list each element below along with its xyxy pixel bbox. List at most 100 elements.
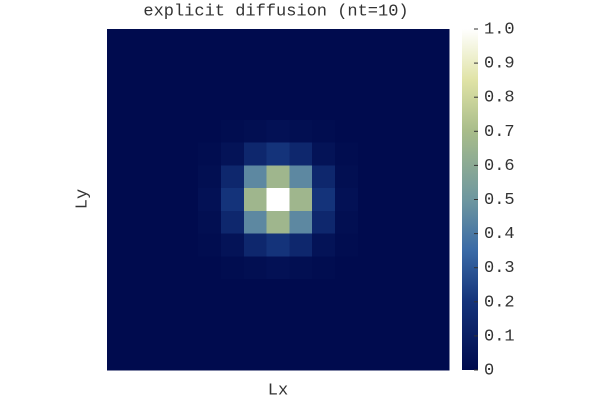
heatmap-cell [289, 142, 313, 166]
heatmap-cell [403, 256, 427, 280]
heatmap-cell [107, 188, 131, 212]
colorbar-tick-label: 0.5 [484, 191, 515, 210]
heatmap-cell [266, 74, 290, 98]
heatmap-cell [403, 279, 427, 303]
heatmap-cell [221, 97, 245, 121]
heatmap-cell [289, 256, 313, 280]
heatmap-cell [357, 210, 382, 235]
heatmap-cell [357, 29, 382, 53]
heatmap-cell [335, 119, 359, 144]
heatmap-cell [129, 29, 154, 53]
heatmap-cell [107, 256, 131, 280]
heatmap-cell [221, 29, 245, 53]
heatmap-cell [221, 51, 245, 75]
heatmap-cell [335, 233, 359, 257]
heatmap-cell [175, 165, 199, 189]
heatmap-cell [426, 165, 450, 189]
heatmap-cell [198, 279, 222, 303]
heatmap-cell [198, 347, 222, 371]
heatmap-cell [107, 301, 131, 326]
heatmap-cell [243, 97, 268, 121]
heatmap-cell [335, 97, 359, 121]
heatmap-cell [380, 324, 404, 348]
heatmap-cell [357, 165, 382, 189]
heatmap-cell [175, 74, 199, 98]
heatmap-cell [175, 119, 199, 144]
heatmap-cell [198, 210, 222, 235]
heatmap-cell [107, 210, 131, 235]
heatmap-cell [426, 97, 450, 121]
heatmap-cell [129, 74, 154, 98]
heatmap-cell [266, 142, 290, 166]
heatmap-cell [335, 279, 359, 303]
heatmap-cell [426, 119, 450, 144]
heatmap-cell [289, 188, 313, 212]
heatmap-cell [380, 165, 404, 189]
heatmap-cell [221, 233, 245, 257]
heatmap-cell [198, 188, 222, 212]
heatmap-cell [221, 256, 245, 280]
heatmap-cell [107, 97, 131, 121]
heatmap-cell [152, 74, 176, 98]
heatmap-cell [107, 347, 131, 371]
heatmap-cell [107, 279, 131, 303]
heatmap-cell [152, 29, 176, 53]
heatmap-cell [357, 347, 382, 371]
heatmap-cell [152, 119, 176, 144]
heatmap [107, 29, 450, 371]
heatmap-cell [266, 119, 290, 144]
heatmap-cell [426, 256, 450, 280]
heatmap-cell [175, 97, 199, 121]
heatmap-cell [426, 301, 450, 326]
heatmap-cell [426, 51, 450, 75]
colorbar-tick-label: 1.0 [484, 20, 515, 39]
heatmap-cell [380, 142, 404, 166]
heatmap-cell [289, 324, 313, 348]
heatmap-cell [129, 119, 154, 144]
heatmap-cell [107, 29, 131, 53]
heatmap-cell [243, 74, 268, 98]
heatmap-cell [380, 256, 404, 280]
heatmap-cell [289, 29, 313, 53]
heatmap-cell [357, 301, 382, 326]
heatmap-cell [403, 51, 427, 75]
heatmap-cell [129, 279, 154, 303]
heatmap-cell [357, 188, 382, 212]
heatmap-cell [107, 165, 131, 189]
heatmap-cell [335, 29, 359, 53]
heatmap-cell [289, 233, 313, 257]
heatmap-cell [357, 51, 382, 75]
heatmap-cell [380, 279, 404, 303]
heatmap-cell [380, 188, 404, 212]
heatmap-cell [380, 29, 404, 53]
heatmap-cell [152, 279, 176, 303]
heatmap-cell [243, 301, 268, 326]
heatmap-cell [266, 51, 290, 75]
heatmap-cell [152, 51, 176, 75]
heatmap-cell [198, 29, 222, 53]
heatmap-cell [403, 142, 427, 166]
chart-title: explicit diffusion (nt=10) [143, 2, 408, 21]
heatmap-cell [426, 210, 450, 235]
heatmap-cell [129, 165, 154, 189]
heatmap-cell [403, 324, 427, 348]
heatmap-cell [129, 256, 154, 280]
heatmap-cell [266, 256, 290, 280]
heatmap-cell [243, 51, 268, 75]
heatmap-cell [198, 256, 222, 280]
heatmap-cell [335, 256, 359, 280]
heatmap-cell [107, 233, 131, 257]
colorbar-tick-label: 0.4 [484, 225, 515, 244]
heatmap-cell [426, 74, 450, 98]
colorbar-tick-label: 0.9 [484, 55, 515, 74]
heatmap-cell [198, 301, 222, 326]
heatmap-cell [152, 142, 176, 166]
heatmap-cell [403, 165, 427, 189]
heatmap-cell [175, 324, 199, 348]
heatmap-cell [129, 347, 154, 371]
heatmap-cell [107, 51, 131, 75]
heatmap-cell [403, 119, 427, 144]
heatmap-cell [357, 256, 382, 280]
